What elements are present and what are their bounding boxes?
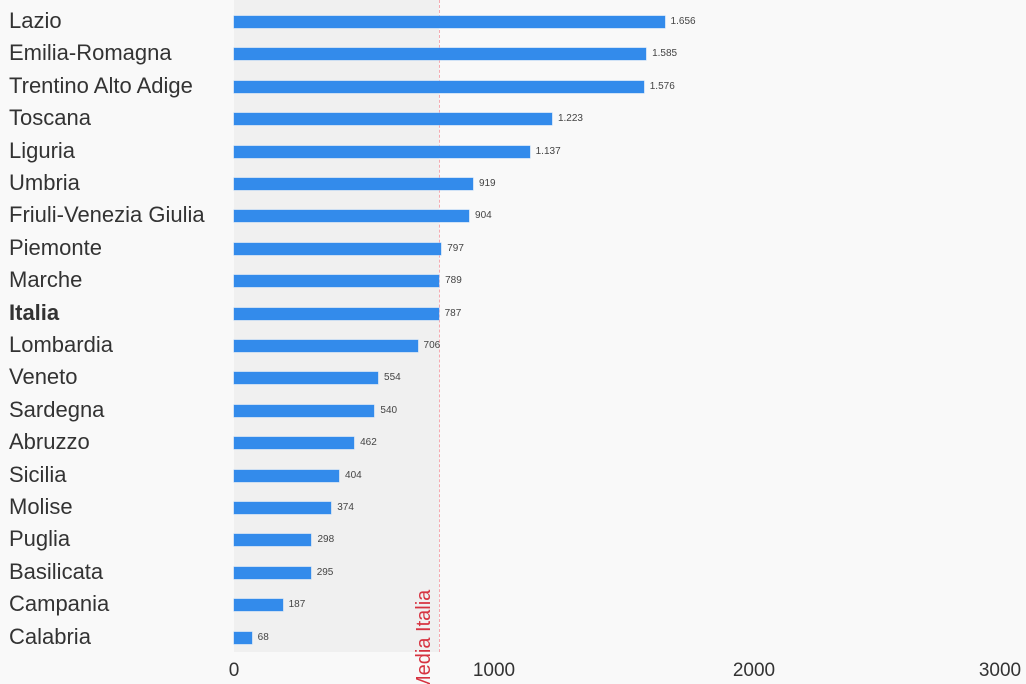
bar: [234, 242, 442, 255]
data-label: 295: [316, 566, 334, 578]
data-label: 1.656: [670, 16, 696, 27]
category-label: Sicilia: [9, 461, 67, 487]
category-label: Molise: [9, 494, 73, 519]
bar: [234, 307, 439, 320]
category-label: Umbria: [9, 170, 80, 195]
category-label: Marche: [9, 267, 83, 293]
category-label: Calabria: [9, 623, 91, 649]
data-label: 1.576: [649, 80, 675, 92]
bar: [234, 275, 440, 288]
data-label: 789: [445, 275, 462, 287]
below-mean-shade: [234, 0, 439, 652]
bar: [234, 48, 647, 61]
bar: [234, 80, 644, 93]
mean-reference-label: Media Italia: [412, 589, 435, 684]
bar: [234, 113, 552, 126]
category-label: Italia: [9, 299, 60, 325]
data-label: 1.585: [652, 48, 678, 60]
bar: [234, 631, 252, 644]
data-label: 904: [475, 210, 492, 222]
bar: [234, 145, 530, 158]
category-label: Abruzzo: [9, 429, 90, 455]
x-tick-label: 2000: [732, 660, 776, 681]
bar: [234, 437, 355, 450]
bar: [234, 599, 283, 612]
data-label: 404: [345, 469, 362, 481]
data-label: 540: [380, 404, 398, 416]
category-label: Emilia-Romagna: [9, 40, 172, 66]
bar: [234, 534, 312, 547]
category-label: Puglia: [9, 526, 71, 552]
category-label: Piemonte: [9, 234, 102, 260]
data-label: 374: [337, 502, 354, 513]
data-label: 1.223: [557, 113, 583, 125]
bar: [234, 16, 665, 28]
data-label: 554: [384, 372, 401, 384]
x-tick-label: 0: [228, 660, 240, 681]
bar: [234, 404, 375, 417]
data-label: 787: [444, 307, 462, 319]
data-label: 706: [423, 340, 441, 351]
category-label: Trentino Alto Adige: [9, 72, 193, 98]
data-label: 187: [288, 599, 306, 611]
category-label: Veneto: [9, 364, 78, 390]
x-tick-label: 3000: [978, 660, 1022, 681]
data-label: 462: [360, 437, 377, 449]
mean-reference-line: [439, 0, 441, 652]
category-label: Friuli-Venezia Giulia: [9, 202, 205, 228]
category-label: Lazio: [9, 8, 62, 33]
data-label: 797: [447, 242, 464, 254]
category-label: Toscana: [9, 105, 91, 131]
bar: [234, 178, 473, 190]
bar: [234, 210, 470, 223]
data-label: 298: [317, 534, 335, 546]
bar: [234, 340, 418, 352]
bar: [234, 372, 379, 385]
category-label: Sardegna: [9, 396, 105, 422]
data-label: 1.137: [535, 145, 561, 157]
category-label: Liguria: [9, 137, 76, 163]
bar: [234, 469, 340, 482]
category-label: Basilicata: [9, 558, 104, 584]
x-tick-label: 1000: [472, 660, 516, 681]
data-label: 68: [257, 631, 269, 643]
category-label: Campania: [9, 591, 110, 617]
category-label: Lombardia: [9, 332, 113, 357]
data-label: 919: [478, 178, 496, 189]
bar: [234, 502, 332, 514]
bar: [234, 566, 311, 579]
